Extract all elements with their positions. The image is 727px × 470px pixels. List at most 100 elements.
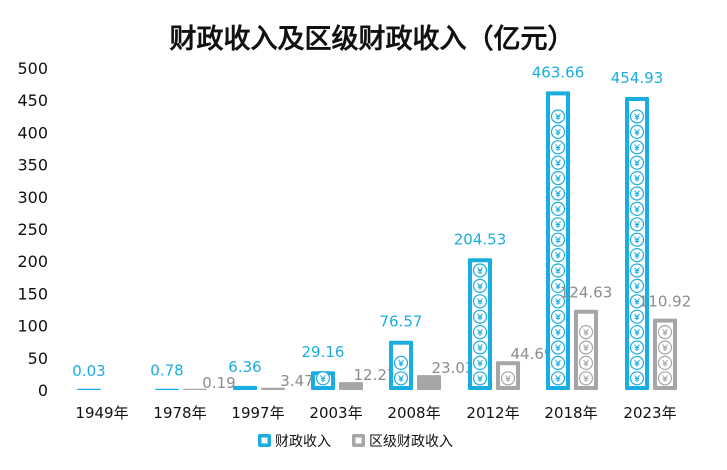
yen-coin-icon — [657, 340, 673, 355]
legend-label: 财政收入 — [275, 434, 331, 450]
yen-coin-icon — [629, 232, 645, 247]
bar-group: 0.03 0.78 0.196.36 3.47 29.16 12.27 76.57 23.03… — [72, 63, 691, 391]
data-label-main: 0.78 — [150, 361, 183, 379]
yen-coin-icon — [629, 309, 645, 324]
y-tick-label: 400 — [17, 123, 48, 142]
bar-district — [574, 309, 598, 390]
y-tick-label: 50 — [28, 349, 48, 368]
yen-coin-icon — [472, 309, 488, 324]
bar-main — [155, 388, 179, 390]
yen-coin-icon — [393, 355, 409, 370]
yen-coin-icon — [550, 155, 566, 170]
y-tick-label: 100 — [17, 317, 48, 336]
data-label-district: 12.27 — [354, 366, 397, 384]
yen-coin-icon — [500, 371, 516, 386]
yen-coin-icon — [629, 201, 645, 216]
yen-coin-icon — [550, 294, 566, 309]
legend-label: 区级财政收入 — [369, 434, 453, 450]
yen-coin-icon — [629, 325, 645, 340]
yen-coin-icon — [550, 248, 566, 263]
y-tick-label: 350 — [17, 156, 48, 175]
bar-main — [77, 388, 101, 390]
yen-coin-icon — [550, 325, 566, 340]
yen-coin-icon — [472, 325, 488, 340]
yen-coin-icon — [629, 109, 645, 124]
data-label-district: 0.19 — [202, 374, 235, 392]
y-tick-label: 0 — [38, 381, 48, 400]
x-category-label: 1949年 — [75, 404, 128, 422]
x-axis: 1949年 1978年 1997年 2003年 2008年 2012年 2018年 2023年 — [75, 404, 676, 422]
yen-coin-icon — [578, 340, 594, 355]
data-label-district: 23.03 — [432, 359, 475, 377]
yen-coin-icon — [550, 140, 566, 155]
x-category-label: 1978年 — [153, 404, 206, 422]
y-tick-label: 150 — [17, 284, 48, 303]
bar-main — [389, 340, 413, 390]
yen-coin-icon — [550, 232, 566, 247]
yen-coin-icon — [550, 186, 566, 201]
legend-item: 区级财政收入 — [352, 434, 453, 450]
yen-coin-icon — [550, 371, 566, 386]
bar-district — [261, 387, 285, 390]
y-tick-label: 450 — [17, 91, 48, 110]
bar-main — [546, 91, 570, 391]
yen-coin-icon — [550, 217, 566, 232]
bar-district — [339, 382, 363, 390]
x-category-label: 2008年 — [387, 404, 440, 422]
yen-coin-icon — [629, 140, 645, 155]
yen-coin-icon — [629, 124, 645, 139]
yen-coin-icon — [578, 325, 594, 340]
y-axis: 0 50 100 150 200 250 300 350 400 450 500 — [17, 59, 48, 400]
bar-main — [468, 258, 492, 390]
yen-coin-icon — [629, 171, 645, 186]
yen-coin-icon — [629, 155, 645, 170]
x-category-label: 2003年 — [309, 404, 362, 422]
yen-coin-icon — [472, 278, 488, 293]
yen-coin-icon — [629, 355, 645, 370]
yen-coin-icon — [629, 371, 645, 386]
yen-coin-icon — [629, 248, 645, 263]
x-category-label: 1997年 — [231, 404, 284, 422]
yen-coin-icon — [472, 263, 488, 278]
data-label-main: 6.36 — [228, 358, 261, 376]
chart-title: 财政收入及区级财政收入（亿元） — [170, 23, 575, 55]
legend: 财政收入 区级财政收入 — [258, 434, 453, 450]
x-category-label: 2012年 — [466, 404, 519, 422]
yen-coin-icon — [550, 278, 566, 293]
yen-coin-icon — [393, 371, 409, 386]
yen-coin-icon — [472, 294, 488, 309]
yen-coin-icon — [550, 340, 566, 355]
yen-coin-icon — [550, 124, 566, 139]
data-label-district: 124.63 — [560, 284, 613, 302]
yen-coin-icon — [657, 371, 673, 386]
bar-district — [183, 388, 207, 390]
yen-coin-icon — [629, 278, 645, 293]
yen-coin-icon — [472, 355, 488, 370]
yen-coin-icon — [550, 109, 566, 124]
data-label-main: 204.53 — [454, 230, 507, 248]
yen-coin-icon — [629, 263, 645, 278]
y-tick-label: 250 — [17, 220, 48, 239]
bar-main — [625, 97, 649, 390]
yen-coin-icon — [629, 186, 645, 201]
data-label-main: 29.16 — [302, 343, 345, 361]
data-label-district: 3.47 — [280, 372, 313, 390]
yen-coin-icon — [550, 355, 566, 370]
yen-coin-icon — [629, 217, 645, 232]
data-label-district: 110.92 — [639, 293, 692, 311]
y-tick-label: 300 — [17, 188, 48, 207]
yen-coin-icon — [472, 340, 488, 355]
bar-main — [233, 385, 257, 390]
yen-coin-icon — [578, 371, 594, 386]
y-tick-label: 500 — [17, 59, 48, 78]
bar-district — [417, 375, 441, 390]
data-label-main: 463.66 — [532, 63, 585, 81]
x-category-label: 2023年 — [623, 404, 676, 422]
data-label-main: 0.03 — [72, 362, 105, 380]
yen-coin-icon — [550, 263, 566, 278]
yen-coin-icon — [550, 309, 566, 324]
bar-main — [311, 371, 335, 390]
yen-coin-icon — [315, 371, 331, 386]
bar-district — [653, 318, 677, 390]
